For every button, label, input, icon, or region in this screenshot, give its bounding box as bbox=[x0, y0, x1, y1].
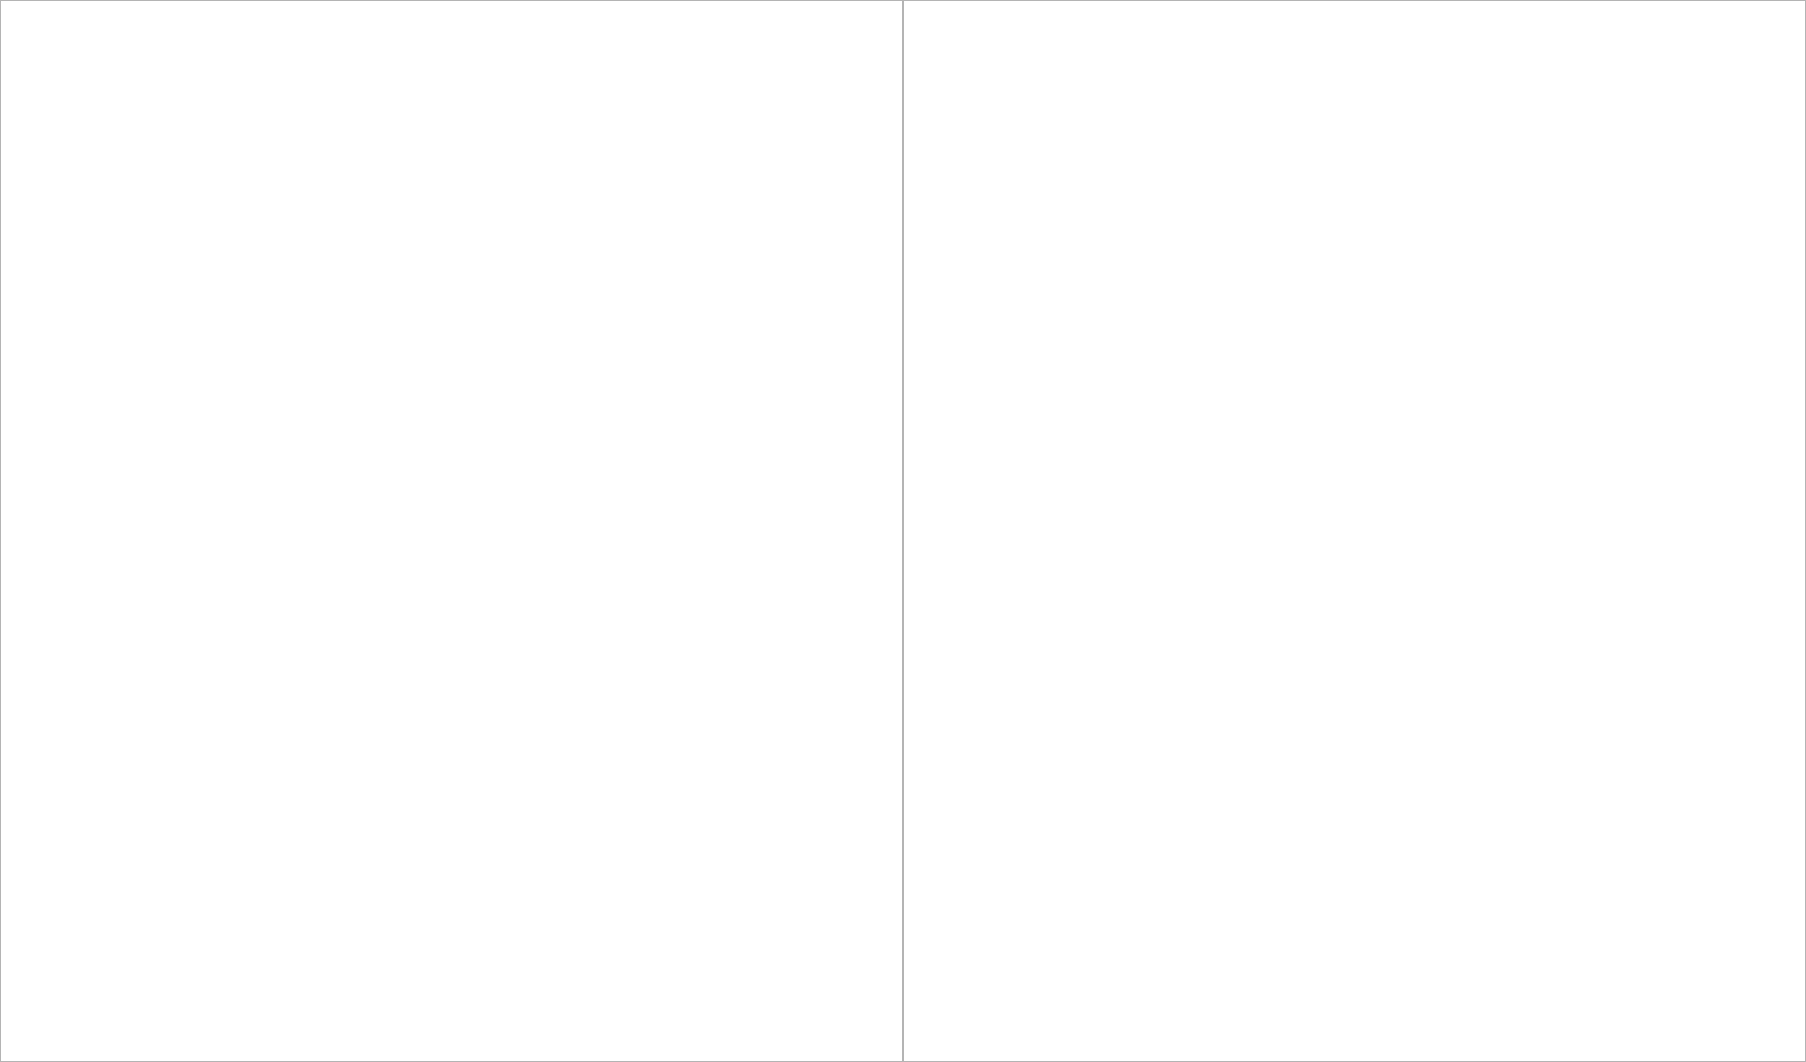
right-canvas-her bbox=[903, 0, 1806, 1062]
left-canvas-ler bbox=[0, 0, 903, 1062]
